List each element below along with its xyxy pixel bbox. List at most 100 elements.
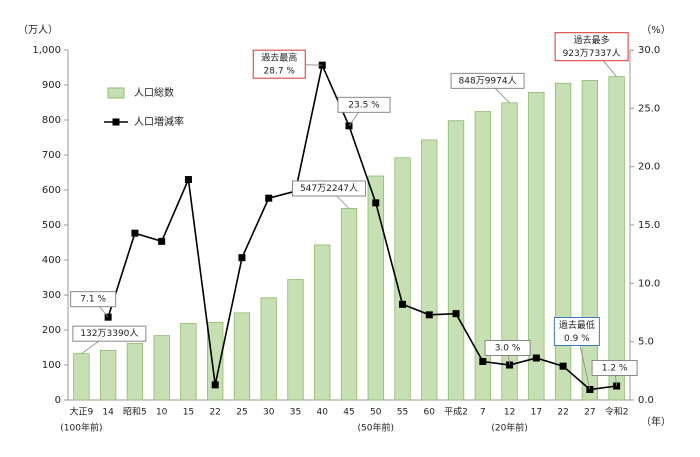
y2-unit: （%） (641, 24, 671, 36)
marker (559, 362, 567, 370)
x-tick-label: 12 (504, 408, 515, 418)
marker (158, 237, 166, 245)
bar (153, 335, 170, 401)
x-tick-label: 大正9 (70, 406, 94, 418)
y-tick-label: 900 (42, 80, 61, 91)
bar (367, 175, 384, 401)
data-label: 547万2247人 (300, 183, 358, 194)
data-label: 3.0 % (495, 344, 521, 354)
bar (581, 80, 599, 401)
marker (372, 199, 380, 207)
x-tick-label: 40 (317, 408, 329, 418)
bar (421, 139, 438, 401)
y-tick-label: 100 (42, 360, 61, 371)
callout-title: 過去最高 (261, 52, 297, 64)
callout-box (484, 340, 531, 356)
x-tick-label: 25 (236, 408, 247, 418)
y-tick-label: 0 (55, 395, 61, 406)
x-tick-label: 50 (370, 408, 382, 418)
bar (447, 120, 465, 401)
y-tick-label: 500 (42, 220, 61, 231)
callout-box (553, 317, 600, 346)
callout-box (252, 49, 306, 79)
y2-tick-label: 20.0 (638, 162, 660, 173)
legend-swatch (107, 87, 125, 99)
bar (314, 244, 331, 401)
x-tick-label: 平成2 (444, 406, 468, 418)
bar (207, 321, 224, 401)
bar (528, 91, 545, 401)
callout-box (554, 32, 629, 62)
x-tick-label: 7 (480, 408, 486, 418)
y-tick-label: 200 (42, 325, 61, 336)
x-tick-label: 令和2 (605, 406, 629, 418)
marker (425, 311, 433, 319)
callout-title: 過去最低 (559, 319, 595, 331)
marker (265, 194, 273, 202)
y2-tick-label: 5.0 (638, 337, 654, 348)
x-tick-label: 45 (343, 408, 354, 418)
bar (474, 111, 491, 401)
data-label: 28.7 % (264, 67, 296, 77)
y-unit: （万人） (18, 24, 58, 36)
marker (479, 358, 487, 365)
legend-label: 人口増減率 (134, 115, 184, 128)
x-sublabel: (20年前) (491, 422, 527, 434)
x-tick-label: 昭和5 (123, 407, 147, 418)
legend-label: 人口総数 (134, 86, 174, 99)
x-unit: （年） (641, 415, 671, 428)
x-tick-label: 22 (557, 408, 568, 418)
bar (180, 322, 197, 401)
x-sublabel: (50年前) (358, 422, 394, 434)
bar (126, 342, 144, 401)
data-label: 132万3390人 (80, 328, 138, 339)
marker (399, 300, 407, 308)
bar (99, 349, 117, 401)
marker (532, 354, 540, 362)
x-tick-label: 22 (209, 408, 220, 418)
marker (345, 122, 353, 130)
y2-tick-label: 30.0 (638, 45, 660, 56)
x-tick-label: 15 (183, 408, 194, 418)
line (107, 62, 617, 391)
bar (233, 312, 251, 401)
data-label: 7.1 % (80, 295, 106, 305)
y-tick-label: 300 (42, 290, 61, 301)
legend-marker (112, 118, 120, 126)
callout-box (337, 96, 391, 113)
y-tick-label: 700 (42, 150, 61, 161)
bar (73, 353, 90, 401)
y-tick-label: 400 (42, 255, 61, 266)
callout-title: 過去最多 (574, 34, 610, 46)
callout-box (591, 360, 638, 376)
data-label: 848万9974人 (459, 75, 517, 86)
x-tick-label: 14 (102, 408, 114, 418)
data-label: 23.5 % (348, 100, 380, 110)
bar (394, 157, 411, 401)
bar (260, 297, 277, 401)
marker (318, 61, 326, 69)
y-tick-label: 1,000 (32, 45, 61, 56)
data-label: 1.2 % (602, 364, 628, 374)
y-tick-label: 800 (42, 115, 61, 126)
x-tick-label: 27 (584, 408, 595, 418)
y2-tick-label: 0.0 (638, 395, 654, 406)
y2-tick-label: 25.0 (638, 103, 660, 114)
callout-box (292, 180, 366, 197)
bar (340, 208, 358, 401)
bar (608, 76, 625, 401)
marker (131, 229, 139, 237)
x-tick-label: 30 (263, 408, 275, 418)
marker (452, 310, 460, 318)
marker (211, 381, 219, 389)
x-tick-label: 10 (156, 408, 168, 418)
callout-box (70, 291, 117, 308)
x-sublabel: (100年前) (60, 422, 102, 434)
data-label: 923万7337人 (563, 48, 621, 59)
x-tick-label: 55 (397, 408, 408, 418)
bar (554, 82, 572, 401)
marker (238, 254, 246, 262)
marker (184, 176, 192, 183)
y2-tick-label: 10.0 (638, 278, 660, 289)
